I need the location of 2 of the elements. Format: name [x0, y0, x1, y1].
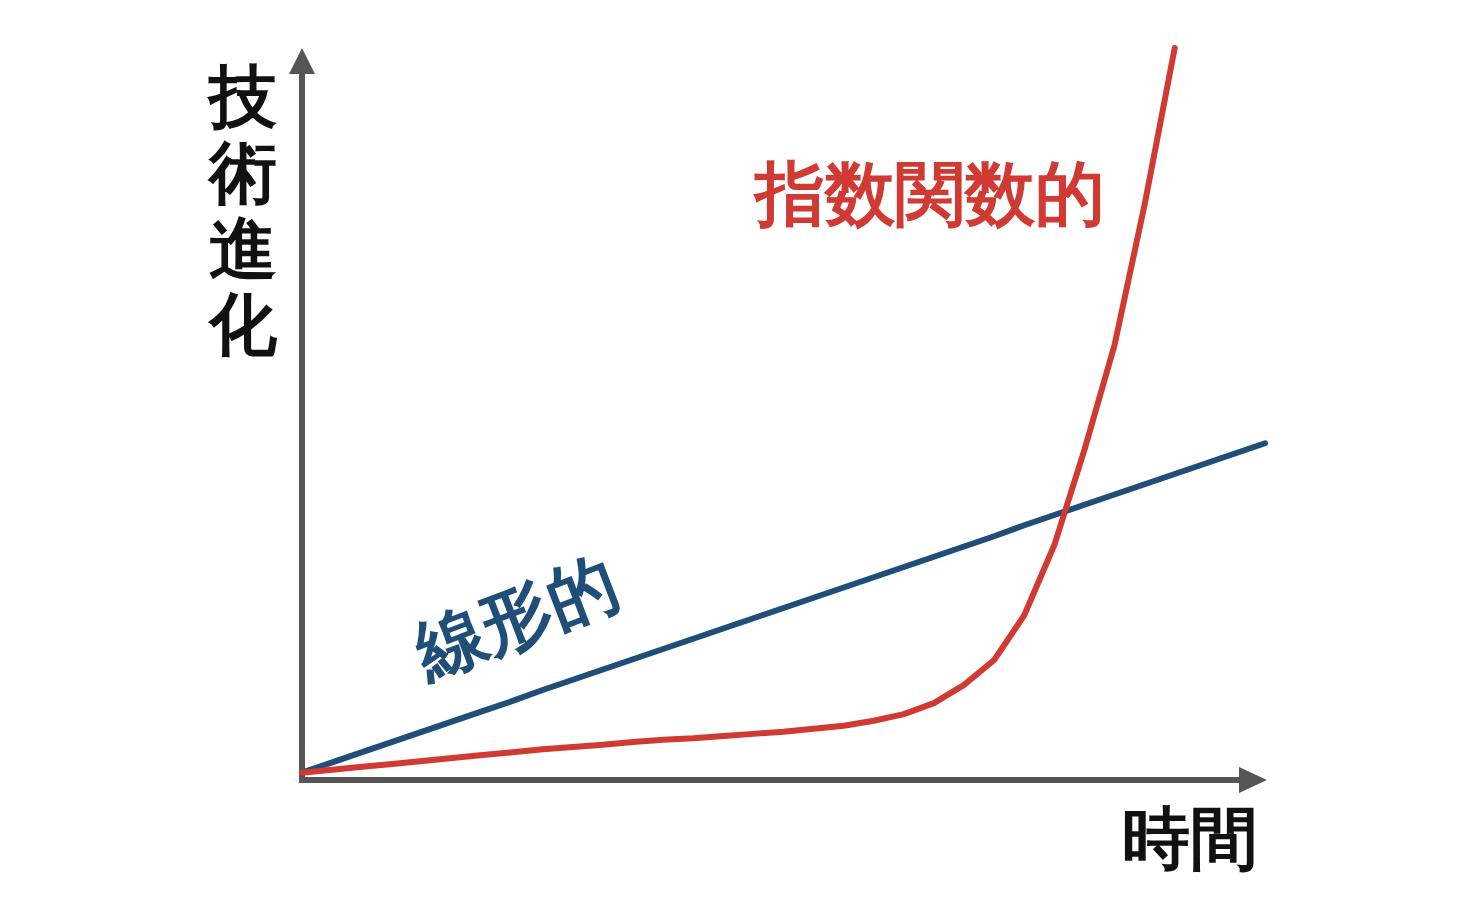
ylabel: 技術進化: [209, 57, 277, 364]
xlabel: 時間: [1122, 799, 1258, 878]
